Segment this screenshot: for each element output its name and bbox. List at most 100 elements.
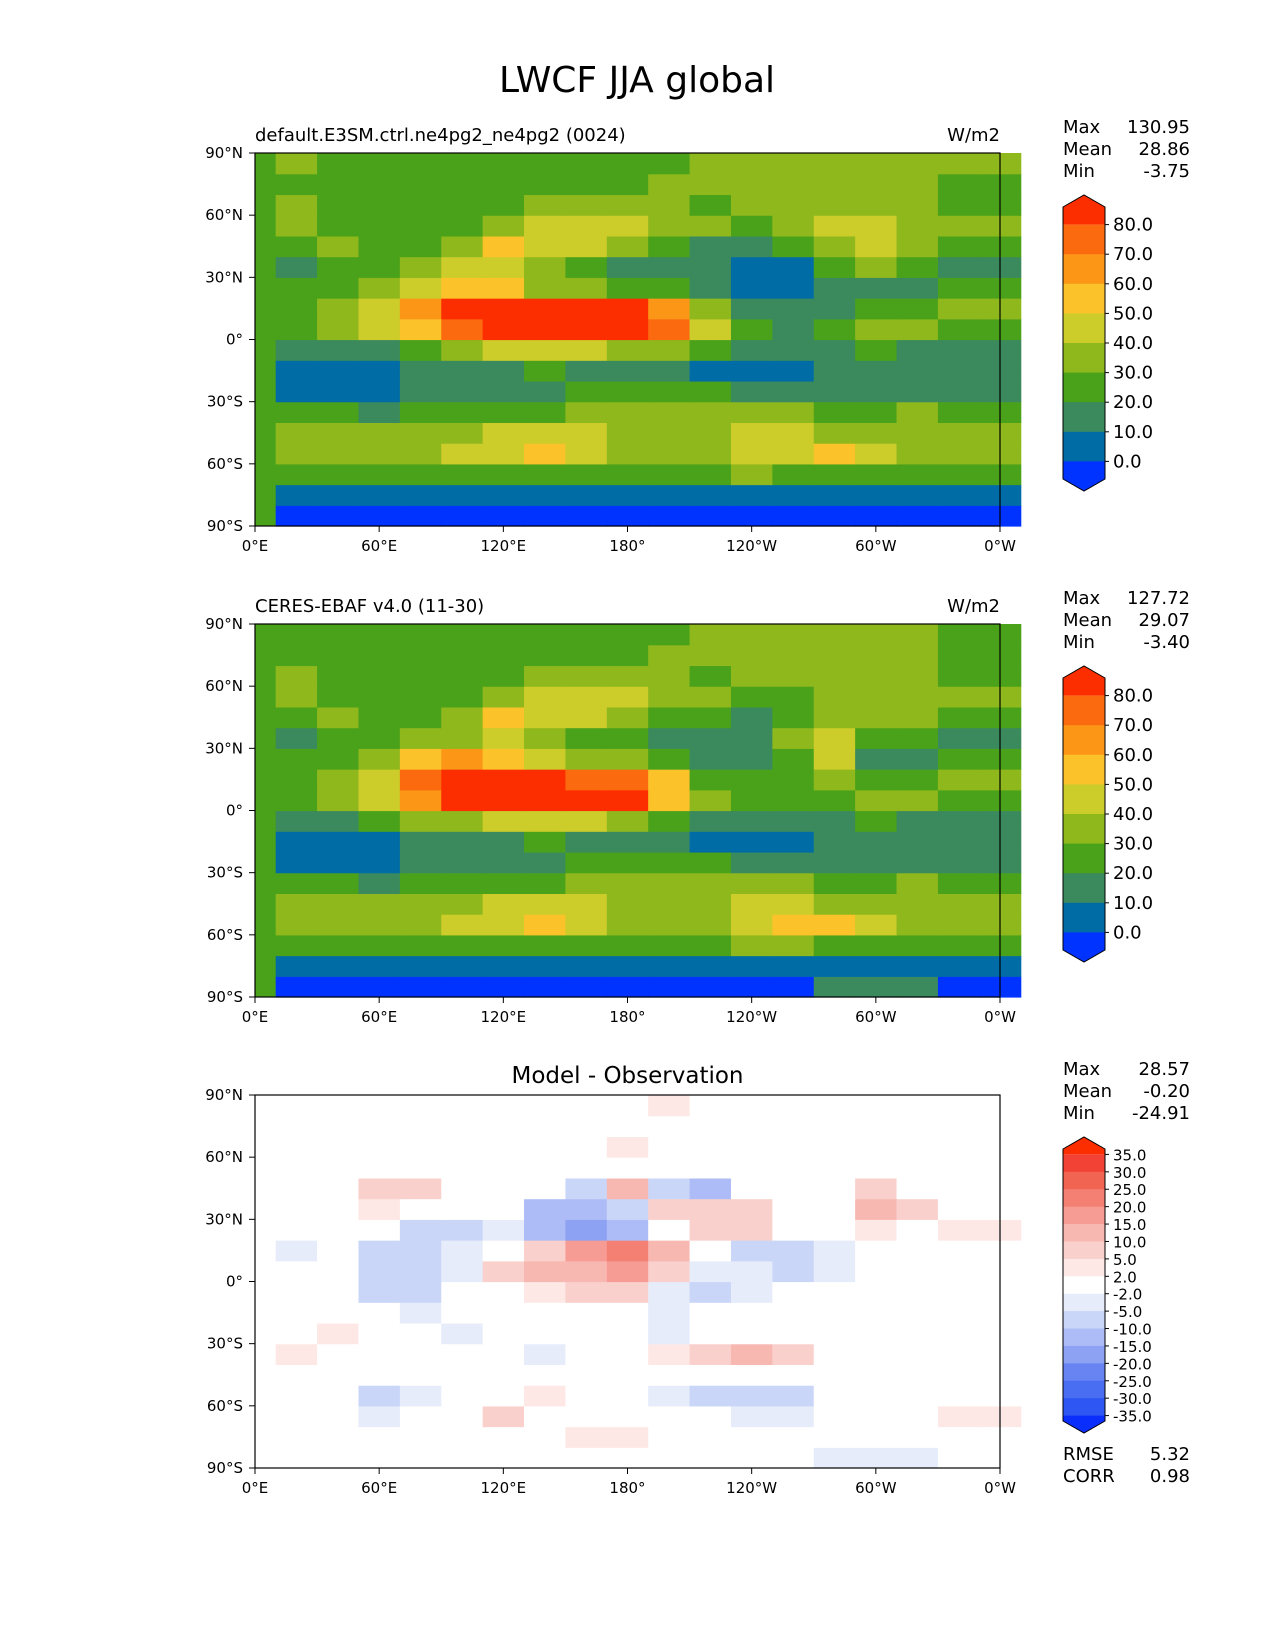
heatmap-cell: [937, 443, 980, 465]
heatmap-cell: [896, 463, 939, 486]
heatmap-cell: [482, 686, 525, 708]
heatmap-cell: [730, 443, 773, 465]
colorbar-tick-label: 0.0: [1113, 922, 1142, 943]
heatmap-cell: [317, 318, 360, 341]
heatmap-cell: [317, 443, 360, 465]
heatmap-cell: [565, 401, 608, 423]
heatmap-cell: [606, 153, 649, 175]
heatmap-cell: [565, 1405, 608, 1428]
heatmap-cell: [730, 215, 773, 237]
colorbar-segment: [1063, 461, 1105, 491]
heatmap-cell: [813, 727, 856, 749]
heatmap-cell: [399, 443, 442, 465]
heatmap-cell: [317, 934, 360, 957]
panel-title: Model - Observation: [511, 1063, 743, 1089]
heatmap-cell: [358, 1364, 401, 1386]
heatmap-cell: [896, 914, 939, 936]
heatmap-cell: [772, 173, 815, 196]
heatmap-cell: [524, 380, 567, 403]
heatmap-cell: [813, 153, 856, 175]
heatmap-cell: [482, 1240, 525, 1262]
heatmap-cell: [855, 401, 898, 423]
heatmap-cell: [937, 235, 980, 258]
y-tick-label: 90°S: [207, 988, 243, 1006]
heatmap-cell: [772, 463, 815, 486]
y-tick-label: 60°N: [205, 677, 243, 695]
colorbar-tick-label: -35.0: [1113, 1408, 1152, 1426]
heatmap-cell: [482, 215, 525, 237]
heatmap-cell: [317, 914, 360, 936]
heatmap-cell: [896, 893, 939, 915]
heatmap-cell: [855, 484, 898, 506]
x-tick-label: 60°E: [361, 537, 397, 555]
heatmap-cell: [937, 1405, 980, 1428]
heatmap-cell: [896, 1260, 939, 1283]
heatmap-cell: [772, 727, 815, 749]
heatmap-cell: [772, 401, 815, 423]
heatmap-cell: [855, 1095, 898, 1117]
heatmap-cell: [855, 748, 898, 770]
heatmap-cell: [482, 1426, 525, 1448]
heatmap-cell: [482, 976, 525, 998]
heatmap-cell: [565, 443, 608, 465]
colorbar-outline: [1062, 1136, 1106, 1434]
heatmap-cell: [399, 339, 442, 361]
heatmap-cell: [813, 1426, 856, 1448]
heatmap-cell: [813, 810, 856, 832]
heatmap-cell: [689, 624, 732, 646]
colorbar-tick-label: 0.0: [1113, 451, 1142, 472]
heatmap-cell: [524, 1157, 567, 1179]
heatmap-cell: [937, 318, 980, 341]
heatmap-cell: [606, 401, 649, 423]
colorbar-segment: [1063, 431, 1105, 462]
heatmap-cell: [896, 810, 939, 832]
heatmap-cell: [813, 422, 856, 444]
heatmap-cell: [399, 934, 442, 957]
heatmap-cell: [275, 1343, 318, 1365]
heatmap-cell: [358, 1281, 401, 1303]
heatmap-cell: [937, 893, 980, 915]
heatmap-cell: [482, 484, 525, 506]
heatmap-cell: [606, 173, 649, 196]
heatmap-cell: [565, 256, 608, 278]
heatmap-cell: [772, 1177, 815, 1200]
footer-stat-value: 5.32: [1150, 1444, 1190, 1465]
heatmap-cell: [937, 463, 980, 486]
heatmap-cell: [772, 380, 815, 403]
heatmap-cell: [317, 463, 360, 486]
heatmap-cell: [441, 153, 484, 175]
heatmap-cell: [606, 422, 649, 444]
heatmap-cell: [689, 277, 732, 299]
heatmap-cell: [606, 194, 649, 216]
heatmap-cell: [317, 1260, 360, 1283]
colorbar-segment: [1063, 372, 1105, 403]
heatmap-cell: [399, 872, 442, 894]
heatmap-cell: [358, 505, 401, 527]
heatmap-cell: [317, 277, 360, 299]
colorbar-tick-label: -15.0: [1113, 1338, 1152, 1356]
heatmap-cell: [275, 505, 318, 527]
heatmap-cell: [730, 1240, 773, 1262]
heatmap-cell: [358, 748, 401, 770]
panel-title: CERES-EBAF v4.0 (11-30): [255, 596, 484, 617]
colorbar-segment: [1063, 1189, 1105, 1208]
heatmap-cell: [317, 235, 360, 258]
heatmap-cell: [524, 706, 567, 729]
heatmap-cell: [275, 194, 318, 216]
heatmap-cell: [482, 810, 525, 832]
heatmap-cell: [524, 318, 567, 341]
heatmap-cell: [565, 194, 608, 216]
heatmap-cell: [855, 298, 898, 320]
heatmap-cell: [772, 1198, 815, 1220]
heatmap-cell: [689, 1115, 732, 1138]
heatmap-cell: [606, 298, 649, 320]
colorbar-tick-label: 50.0: [1113, 774, 1153, 795]
heatmap-cell: [648, 1385, 691, 1407]
heatmap-cell: [441, 789, 484, 812]
heatmap-cell: [524, 831, 567, 853]
heatmap-cell: [730, 380, 773, 403]
stat-value: 28.86: [1138, 139, 1190, 160]
heatmap-cell: [937, 339, 980, 361]
heatmap-cell: [937, 401, 980, 423]
